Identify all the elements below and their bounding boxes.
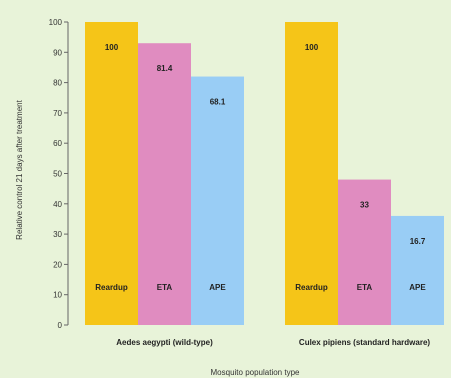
bar-value-label: 68.1 [210, 98, 226, 107]
y-axis: 0 10 20 30 40 50 60 70 80 90 100 [49, 18, 69, 330]
y-tick-label: 10 [53, 291, 62, 300]
y-tick-label: 100 [49, 18, 63, 27]
bar [85, 22, 138, 325]
x-axis-title: Mosquito population type [211, 368, 301, 377]
group-label: Aedes aegypti (wild-type) [116, 338, 213, 347]
bar-series-label: APE [409, 283, 426, 292]
bar [391, 215, 444, 325]
y-tick-label: 50 [53, 170, 62, 179]
y-tick-label: 60 [53, 139, 62, 148]
bar-value-label: 16.7 [410, 237, 426, 246]
y-tick-label: 80 [53, 79, 62, 88]
y-tick-label: 30 [53, 230, 62, 239]
bar-series-label: ETA [157, 283, 173, 292]
bar [338, 179, 391, 325]
y-axis-title: Relative control 21 days after treatment [15, 99, 24, 239]
bar-value-label: 100 [305, 43, 319, 52]
bar [138, 43, 191, 326]
y-tick-label: 90 [53, 48, 62, 57]
y-tick-label: 40 [53, 200, 62, 209]
bar [191, 76, 244, 325]
bar-series-label: APE [209, 283, 226, 292]
bar-series-label: ETA [357, 283, 373, 292]
bar-value-label: 81.4 [157, 64, 173, 73]
bar-series-label: Reardup [295, 283, 328, 292]
bar [285, 22, 338, 325]
y-tick-label: 70 [53, 109, 62, 118]
labels-layer: 100 Reardup 81.4 ETA 68.1 APE Aedes aegypti (w… [95, 43, 430, 347]
y-tick-label: 20 [53, 260, 62, 269]
y-tick-label: 0 [58, 321, 63, 330]
bar-value-label: 33 [360, 201, 369, 210]
bars-layer [85, 22, 444, 326]
bar-value-label: 100 [105, 43, 119, 52]
bar-series-label: Reardup [95, 283, 128, 292]
group-label: Culex pipiens (standard hardware) [299, 338, 430, 347]
